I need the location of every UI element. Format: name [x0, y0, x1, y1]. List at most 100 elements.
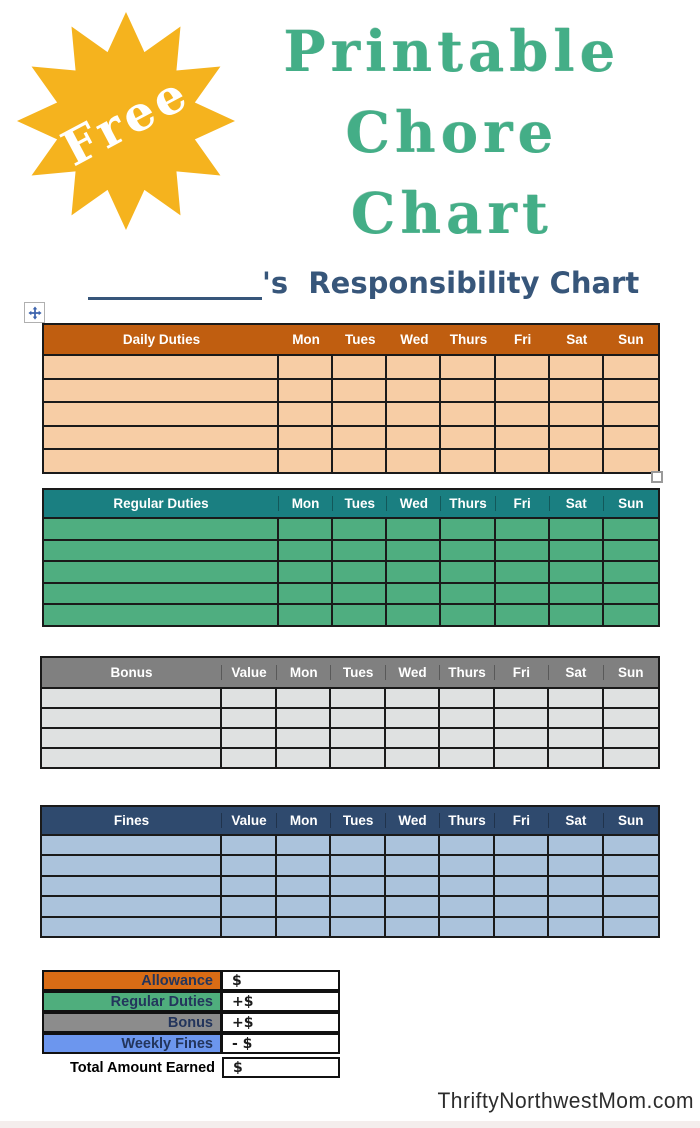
fines-cell[interactable]: [331, 917, 386, 937]
regular-cell[interactable]: [549, 583, 604, 604]
regular-cell[interactable]: [387, 605, 442, 625]
bonus-cell[interactable]: [42, 689, 222, 707]
fines-cell[interactable]: [385, 876, 441, 896]
summary-value[interactable]: +$: [222, 991, 340, 1012]
daily-cell[interactable]: [333, 379, 388, 402]
bonus-cell[interactable]: [440, 689, 495, 707]
daily-cell[interactable]: [603, 403, 658, 425]
bonus-cell[interactable]: [331, 729, 386, 747]
regular-cell[interactable]: [441, 540, 496, 561]
bonus-cell[interactable]: [494, 729, 550, 747]
daily-cell[interactable]: [279, 379, 334, 402]
regular-cell[interactable]: [603, 583, 658, 604]
bonus-cell[interactable]: [494, 689, 550, 707]
fines-cell[interactable]: [385, 897, 441, 916]
table-resize-handle[interactable]: [651, 471, 663, 483]
regular-cell[interactable]: [333, 540, 388, 561]
daily-cell[interactable]: [44, 403, 279, 425]
bonus-cell[interactable]: [549, 729, 604, 747]
regular-cell[interactable]: [495, 519, 550, 539]
fines-cell[interactable]: [277, 917, 332, 937]
regular-cell[interactable]: [441, 519, 496, 539]
fines-cell[interactable]: [42, 897, 222, 916]
regular-cell[interactable]: [495, 583, 550, 604]
daily-cell[interactable]: [495, 356, 550, 378]
fines-cell[interactable]: [331, 897, 386, 916]
fines-cell[interactable]: [331, 856, 386, 875]
daily-cell[interactable]: [549, 379, 604, 402]
regular-cell[interactable]: [387, 519, 442, 539]
daily-cell[interactable]: [603, 450, 658, 472]
fines-cell[interactable]: [42, 876, 222, 896]
regular-cell[interactable]: [441, 583, 496, 604]
daily-cell[interactable]: [44, 426, 279, 449]
bonus-cell[interactable]: [385, 709, 441, 727]
fines-cell[interactable]: [42, 836, 222, 855]
daily-cell[interactable]: [441, 379, 496, 402]
daily-cell[interactable]: [495, 403, 550, 425]
daily-cell[interactable]: [44, 450, 279, 472]
bonus-cell[interactable]: [277, 749, 332, 767]
daily-cell[interactable]: [387, 403, 442, 425]
daily-cell[interactable]: [387, 450, 442, 472]
bonus-cell[interactable]: [385, 729, 441, 747]
fines-cell[interactable]: [277, 836, 332, 855]
daily-cell[interactable]: [549, 450, 604, 472]
summary-value[interactable]: - $: [222, 1033, 340, 1054]
bonus-cell[interactable]: [440, 709, 495, 727]
bonus-cell[interactable]: [42, 709, 222, 727]
daily-cell[interactable]: [441, 450, 496, 472]
regular-cell[interactable]: [603, 519, 658, 539]
fines-cell[interactable]: [277, 856, 332, 875]
fines-cell[interactable]: [549, 917, 604, 937]
bonus-cell[interactable]: [385, 749, 441, 767]
regular-cell[interactable]: [44, 583, 279, 604]
regular-cell[interactable]: [603, 605, 658, 625]
fines-cell[interactable]: [440, 856, 495, 875]
fines-cell[interactable]: [549, 876, 604, 896]
regular-cell[interactable]: [603, 540, 658, 561]
bonus-cell[interactable]: [603, 689, 658, 707]
daily-cell[interactable]: [603, 379, 658, 402]
fines-cell[interactable]: [277, 876, 332, 896]
regular-cell[interactable]: [279, 519, 334, 539]
bonus-cell[interactable]: [277, 709, 332, 727]
fines-cell[interactable]: [222, 876, 277, 896]
daily-cell[interactable]: [333, 450, 388, 472]
fines-cell[interactable]: [603, 897, 658, 916]
daily-cell[interactable]: [44, 379, 279, 402]
bonus-cell[interactable]: [603, 729, 658, 747]
fines-cell[interactable]: [331, 836, 386, 855]
fines-cell[interactable]: [549, 897, 604, 916]
regular-cell[interactable]: [333, 562, 388, 582]
fines-cell[interactable]: [42, 917, 222, 937]
regular-cell[interactable]: [333, 583, 388, 604]
bonus-cell[interactable]: [440, 749, 495, 767]
bonus-cell[interactable]: [603, 709, 658, 727]
fines-cell[interactable]: [494, 917, 550, 937]
regular-cell[interactable]: [441, 605, 496, 625]
daily-cell[interactable]: [387, 426, 442, 449]
regular-cell[interactable]: [495, 605, 550, 625]
regular-cell[interactable]: [549, 562, 604, 582]
fines-cell[interactable]: [440, 917, 495, 937]
regular-cell[interactable]: [44, 519, 279, 539]
name-blank-line[interactable]: [88, 267, 262, 300]
table-move-handle[interactable]: [24, 302, 45, 323]
regular-cell[interactable]: [495, 562, 550, 582]
regular-cell[interactable]: [387, 562, 442, 582]
regular-cell[interactable]: [279, 583, 334, 604]
fines-cell[interactable]: [603, 856, 658, 875]
daily-cell[interactable]: [441, 426, 496, 449]
fines-cell[interactable]: [440, 876, 495, 896]
fines-cell[interactable]: [494, 856, 550, 875]
fines-cell[interactable]: [385, 836, 441, 855]
bonus-cell[interactable]: [277, 729, 332, 747]
bonus-cell[interactable]: [331, 709, 386, 727]
regular-cell[interactable]: [549, 519, 604, 539]
daily-cell[interactable]: [603, 356, 658, 378]
bonus-cell[interactable]: [331, 749, 386, 767]
bonus-cell[interactable]: [277, 689, 332, 707]
bonus-cell[interactable]: [222, 749, 277, 767]
fines-cell[interactable]: [42, 856, 222, 875]
